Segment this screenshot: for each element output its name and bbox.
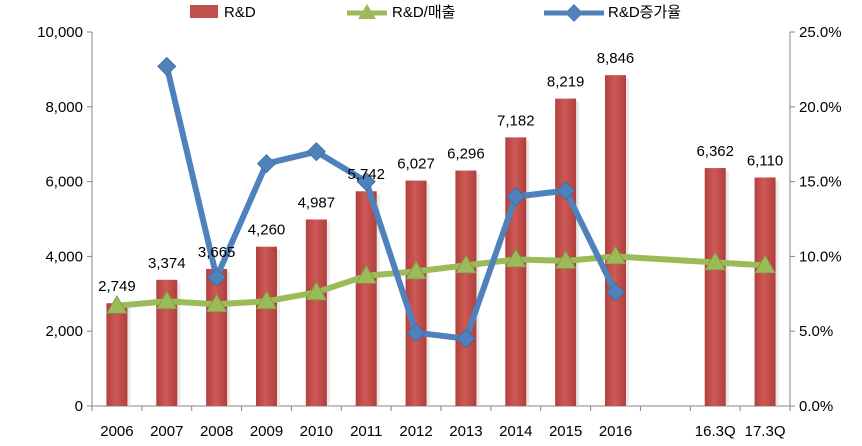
marker-rd-to-sales-2011 xyxy=(355,265,377,284)
data-label-rd-16.3Q: 6,362 xyxy=(696,143,734,160)
y-right-tick-label: 0.0% xyxy=(799,398,833,415)
bar-rd-2013 xyxy=(455,170,477,406)
bar-rd-2009 xyxy=(256,246,277,406)
legend-label-rd: R&D xyxy=(224,4,256,21)
marker-rd-to-sales-2006 xyxy=(106,294,128,314)
x-tick-label: 2007 xyxy=(150,423,183,440)
x-tick-label: 2011 xyxy=(350,423,382,440)
data-label-rd-2008: 3,665 xyxy=(198,244,236,261)
y-right-tick-label: 20.0% xyxy=(799,99,842,116)
marker-rd-growth-2011 xyxy=(356,172,376,192)
bar-rd-2014 xyxy=(505,137,527,407)
data-label-rd-2007: 3,374 xyxy=(148,255,186,272)
marker-rd-growth-2013 xyxy=(456,329,476,349)
marker-rd-growth-2009 xyxy=(256,154,277,174)
marker-rd-to-sales-2012 xyxy=(405,260,427,280)
bar-rd-2016 xyxy=(605,75,626,406)
y-left-tick-label: 6,000 xyxy=(45,174,83,191)
marker-rd-to-sales-2016 xyxy=(604,245,627,265)
bar-rd-16.3Q xyxy=(704,168,726,406)
marker-rd-to-sales-2007 xyxy=(156,290,178,310)
data-label-rd-2006: 2,749 xyxy=(98,278,136,295)
marker-rd-to-sales-2013 xyxy=(455,254,477,274)
x-tick-label: 2010 xyxy=(300,423,333,440)
x-tick-label: 2014 xyxy=(499,423,532,440)
marker-rd-to-sales-16.3Q xyxy=(704,251,726,271)
marker-rd-to-sales-2008 xyxy=(205,293,228,313)
bar-series-rd xyxy=(106,75,779,407)
x-tick-label: 2013 xyxy=(449,423,482,440)
line-series xyxy=(106,56,776,349)
bar-rd-2012 xyxy=(405,180,427,406)
marker-rd-growth-2008 xyxy=(207,267,227,287)
x-tick-label: 2008 xyxy=(200,423,233,440)
data-label-rd-2009: 4,260 xyxy=(248,222,286,239)
legend-swatch-rd xyxy=(190,5,218,18)
marker-rd-to-sales-17.3Q xyxy=(754,254,776,274)
data-label-rd-2016: 8,846 xyxy=(597,50,635,67)
marker-rd-growth-2016 xyxy=(605,282,626,302)
data-label-rd-2014: 7,182 xyxy=(497,112,535,129)
legend-label-rd-growth: R&D증가율 xyxy=(608,4,681,21)
y-right-tick-label: 5.0% xyxy=(799,323,833,340)
y-left-tick-label: 8,000 xyxy=(45,99,83,116)
x-tick-label: 2009 xyxy=(250,423,283,440)
marker-rd-growth-2012 xyxy=(406,323,426,343)
legend-marker-rd-to-sales xyxy=(358,4,376,19)
marker-rd-to-sales-2010 xyxy=(305,281,328,301)
data-labels: 2,749 3,374 3,665 4,260 4,987 5,742 6,027 6,296… xyxy=(98,50,783,295)
x-tick-label: 2012 xyxy=(399,423,432,440)
data-label-rd-2012: 6,027 xyxy=(397,156,435,173)
bar-rd-2006 xyxy=(106,303,128,406)
y-left-tick-label: 2,000 xyxy=(45,323,83,340)
x-tick-label: 17.3Q xyxy=(745,423,786,440)
legend-label-rd-to-sales: R&D/매출 xyxy=(392,4,455,21)
y-right-tick-label: 15.0% xyxy=(799,174,842,191)
legend: R&D R&D/매출 R&D증가율 xyxy=(190,4,681,22)
data-label-rd-2013: 6,296 xyxy=(447,146,485,163)
data-label-rd-2015: 8,219 xyxy=(547,74,585,91)
marker-rd-growth-2007 xyxy=(157,56,177,76)
bar-rd-2011 xyxy=(355,191,377,406)
y-left-tick-label: 0 xyxy=(75,398,83,415)
bar-rd-2010 xyxy=(305,219,327,406)
y-right-tick-label: 10.0% xyxy=(799,248,842,265)
marker-rd-to-sales-2009 xyxy=(255,290,278,310)
y-left-tick-label: 4,000 xyxy=(45,248,83,265)
x-tick-label: 16.3Q xyxy=(695,423,736,440)
x-tick-label: 2006 xyxy=(100,423,133,440)
data-label-rd-17.3Q: 6,110 xyxy=(747,152,783,169)
legend-marker-rd-growth xyxy=(565,4,583,22)
marker-rd-growth-2015 xyxy=(556,181,576,201)
bar-rd-17.3Q xyxy=(754,177,776,406)
x-tick-label: 2015 xyxy=(549,423,582,440)
x-tick-label: 2016 xyxy=(599,423,632,440)
marker-rd-to-sales-2014 xyxy=(505,248,527,268)
marker-rd-growth-2014 xyxy=(506,186,526,207)
marker-rd-to-sales-2015 xyxy=(554,250,577,269)
data-label-rd-2011: 5,742 xyxy=(347,166,385,183)
y-right-tick-label: 25.0% xyxy=(799,24,842,41)
data-label-rd-2010: 4,987 xyxy=(298,194,336,211)
y-left-tick-label: 10,000 xyxy=(37,24,83,41)
line-rd-growth xyxy=(163,63,619,342)
bar-rd-2008 xyxy=(206,268,228,406)
marker-rd-growth-2010 xyxy=(306,142,326,162)
bar-rd-2007 xyxy=(156,279,178,406)
